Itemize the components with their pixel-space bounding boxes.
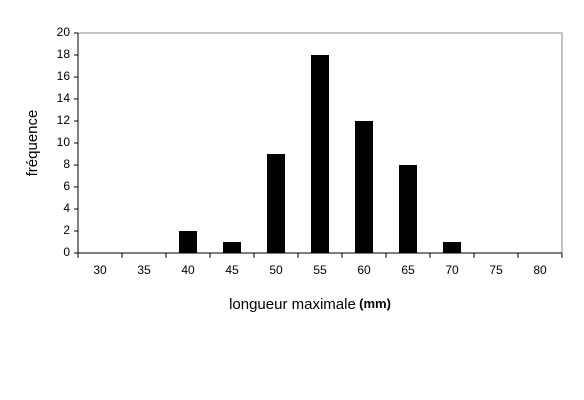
bar xyxy=(443,242,461,253)
y-tick-label: 6 xyxy=(63,179,70,193)
x-tick-label: 65 xyxy=(401,263,415,277)
x-tick-label: 55 xyxy=(313,263,327,277)
y-tick-label: 20 xyxy=(57,25,71,39)
x-tick-label: 75 xyxy=(489,263,503,277)
y-tick-label: 2 xyxy=(63,223,70,237)
x-tick-label: 35 xyxy=(137,263,151,277)
bar xyxy=(311,55,329,253)
x-tick-label: 50 xyxy=(269,263,283,277)
y-tick-label: 12 xyxy=(57,113,71,127)
bar xyxy=(267,154,285,253)
x-tick-label: 60 xyxy=(357,263,371,277)
bar xyxy=(399,165,417,253)
y-tick-label: 4 xyxy=(63,201,70,215)
y-tick-label: 16 xyxy=(57,69,71,83)
x-tick-label: 80 xyxy=(533,263,547,277)
x-tick-label: 30 xyxy=(93,263,107,277)
y-tick-label: 8 xyxy=(63,157,70,171)
y-tick-label: 18 xyxy=(57,47,71,61)
x-axis-unit: (mm) xyxy=(359,296,391,311)
y-axis-title: fréquence xyxy=(24,110,41,177)
x-tick-label: 40 xyxy=(181,263,195,277)
bar xyxy=(355,121,373,253)
x-axis-title: longueur maximale (mm) xyxy=(229,296,391,313)
x-tick-label: 45 xyxy=(225,263,239,277)
x-tick-label: 70 xyxy=(445,263,459,277)
bar xyxy=(223,242,241,253)
y-tick-label: 14 xyxy=(57,91,71,105)
bar xyxy=(179,231,197,253)
y-tick-label: 0 xyxy=(63,245,70,259)
y-tick-label: 10 xyxy=(57,135,71,149)
x-axis-label: longueur maximale xyxy=(229,296,356,313)
